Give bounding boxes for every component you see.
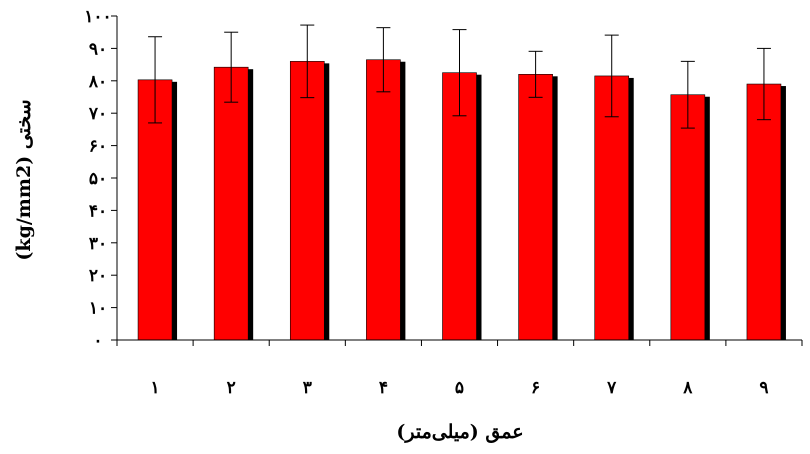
- bars-layer: [137, 59, 786, 341]
- y-tick-label-10: ۱۰۰: [84, 7, 111, 27]
- x-tick-label-8: ۸: [682, 378, 693, 398]
- bar-4: [366, 59, 401, 341]
- bar-9: [746, 83, 782, 341]
- x-tick-label-1: ۱: [150, 378, 159, 398]
- y-tick-label-0: ۰: [93, 331, 102, 351]
- y-tick-label-4: ۴۰: [89, 201, 107, 221]
- bar-6: [518, 74, 553, 341]
- x-tick-label-4: ۴: [379, 378, 388, 398]
- bar-2: [213, 66, 249, 341]
- y-axis-title: سختی (kg/mm2): [13, 99, 35, 260]
- x-tick-label-7: ۷: [606, 378, 617, 398]
- y-tick-label-2: ۲۰: [89, 266, 107, 286]
- x-tick-label-5: ۵: [455, 378, 464, 398]
- bar-8: [670, 94, 706, 341]
- x-tick-label-9: ۹: [759, 378, 768, 398]
- y-tick-label-9: ۹۰: [89, 39, 107, 59]
- error-bars-layer: [148, 24, 771, 129]
- x-tick-label-3: ۳: [303, 378, 312, 398]
- y-tick-label-7: ۷۰: [88, 104, 107, 124]
- axes-layer: [111, 15, 803, 346]
- x-tick-label-6: ۶: [531, 378, 540, 398]
- y-tick-label-5: ۵۰: [89, 169, 107, 189]
- x-tick-label-2: ۲: [227, 378, 236, 398]
- y-tick-label-6: ۶۰: [89, 137, 107, 157]
- bar-7: [594, 75, 630, 341]
- y-tick-label-1: ۱۰: [89, 299, 107, 319]
- bar-3: [289, 61, 325, 341]
- y-tick-label-8: ۸۰: [88, 72, 107, 92]
- x-axis-title: عمق (میلی‌متر): [396, 421, 523, 443]
- y-tick-label-3: ۳۰: [89, 234, 107, 254]
